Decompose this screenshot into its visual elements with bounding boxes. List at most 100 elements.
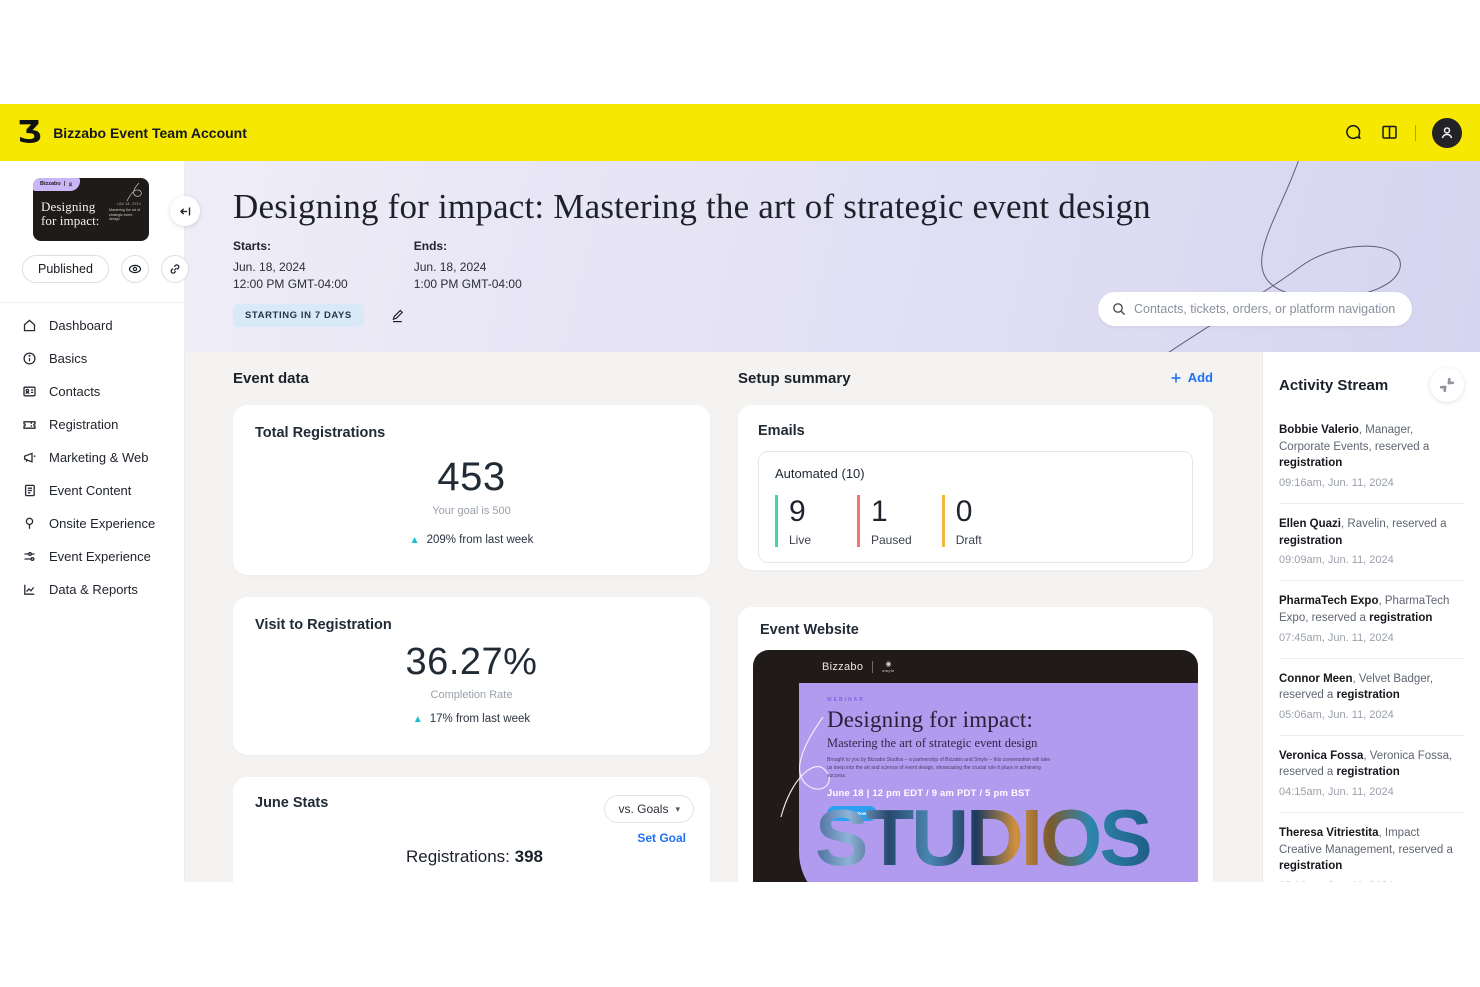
sidebar-item-marketing-web[interactable]: Marketing & Web bbox=[0, 441, 185, 474]
activity-entry: Bobbie Valerio, Manager, Corporate Event… bbox=[1279, 424, 1430, 490]
trend-up-icon: ▲ bbox=[412, 713, 423, 725]
sidebar-nav: Dashboard Basics Contacts Registration bbox=[0, 309, 185, 606]
status-badge: Published bbox=[22, 255, 109, 283]
trend-up-icon: ▲ bbox=[409, 534, 420, 546]
june-stats-card: June Stats vs. Goals ▾ Set Goal Registra… bbox=[233, 777, 710, 882]
activity-entry: Veronica Fossa, Veronica Fossa, reserved… bbox=[1279, 734, 1464, 812]
thumbnail-subtitle: Mastering the art of strategic event des… bbox=[109, 208, 140, 222]
event-header: Designing for impact: Mastering the art … bbox=[185, 161, 1480, 352]
emails-paused-stat: 1 Paused bbox=[857, 495, 912, 547]
preview-register-button: Register Now bbox=[827, 806, 877, 822]
sidebar-divider bbox=[0, 302, 185, 303]
topbar-actions bbox=[1343, 117, 1462, 148]
activity-entry: Theresa Vitriestita, Impact Creative Man… bbox=[1279, 812, 1464, 882]
book-icon[interactable] bbox=[1379, 123, 1399, 143]
dashboard-content: Event data Total Registrations 453 Your … bbox=[185, 352, 1262, 882]
sidebar-item-registration[interactable]: Registration bbox=[0, 408, 185, 441]
sidebar-item-data-reports[interactable]: Data & Reports bbox=[0, 573, 185, 606]
info-icon bbox=[23, 352, 36, 365]
preview-datetime: June 18 | 12 pm EDT / 9 am PDT / 5 pm BS… bbox=[827, 788, 1031, 800]
card-title: June Stats bbox=[255, 795, 329, 811]
chat-icon[interactable] bbox=[1343, 123, 1363, 143]
chart-icon bbox=[24, 584, 35, 595]
contact-card-icon bbox=[23, 386, 36, 397]
document-icon bbox=[24, 484, 35, 497]
sidebar-item-event-content[interactable]: Event Content bbox=[0, 474, 185, 507]
preview-brand: Bizzabo bbox=[822, 660, 864, 673]
preview-studios-art: STUDIOS bbox=[815, 793, 1153, 882]
preview-hero: WEBINAR Designing for impact: Mastering … bbox=[780, 683, 1198, 882]
page-title: Designing for impact: Mastering the art … bbox=[233, 187, 1151, 226]
registration-goal: Your goal is 500 bbox=[432, 505, 511, 517]
thumbnail-brand: Bizzabo bbox=[40, 181, 61, 187]
add-button[interactable]: Add bbox=[1170, 370, 1213, 385]
vs-goals-dropdown[interactable]: vs. Goals ▾ bbox=[604, 795, 694, 823]
activity-stream-panel: Activity Stream Bobbie Valerio, Manager,… bbox=[1262, 352, 1480, 882]
sliders-icon bbox=[24, 552, 35, 561]
emails-card: Emails Automated (10) 9 Live 1 Paus bbox=[738, 405, 1213, 570]
total-registrations-value: 453 bbox=[437, 455, 506, 499]
search-icon bbox=[1113, 303, 1126, 316]
section-title-setup-summary: Setup summary bbox=[738, 370, 851, 387]
sidebar-item-basics[interactable]: Basics bbox=[0, 342, 185, 375]
person-icon bbox=[68, 181, 73, 186]
search-input[interactable] bbox=[1134, 302, 1398, 316]
website-preview[interactable]: Bizzabo ◉ smyle WEBINAR bbox=[753, 650, 1198, 882]
preview-subheading: Mastering the art of strategic event des… bbox=[827, 736, 1038, 750]
june-registrations: Registrations: 398 bbox=[405, 847, 544, 866]
ticket-icon bbox=[23, 421, 36, 429]
automated-emails-title: Automated (10) bbox=[775, 466, 865, 481]
countdown-badge: STARTING IN 7 DAYS bbox=[233, 304, 364, 327]
copy-link-button[interactable] bbox=[160, 255, 189, 283]
activity-entry: Connor Meen, Velvet Badger, reserved a r… bbox=[1279, 657, 1464, 735]
activity-entry: PharmaTech Expo, PharmaTech Expo, reserv… bbox=[1279, 580, 1464, 657]
location-pin-icon bbox=[25, 517, 34, 529]
visit-to-registration-card: Visit to Registration 36.27% Completion … bbox=[233, 597, 710, 755]
card-title: Emails bbox=[758, 423, 805, 439]
thumbnail-title: Designing for impact: bbox=[41, 199, 100, 228]
preview-heading: Designing for impact: bbox=[827, 707, 1034, 732]
preview-webinar-tag: WEBINAR bbox=[827, 697, 865, 703]
starts-block: Starts: Jun. 18, 2024 12:00 PM GMT-04:00 bbox=[233, 239, 348, 292]
sidebar-item-dashboard[interactable]: Dashboard bbox=[0, 309, 185, 342]
completion-rate-value: 36.27% bbox=[405, 641, 538, 683]
event-dates: Starts: Jun. 18, 2024 12:00 PM GMT-04:00 … bbox=[233, 239, 522, 294]
topbar-divider bbox=[1415, 124, 1416, 141]
sidebar-item-onsite-experience[interactable]: Onsite Experience bbox=[0, 507, 185, 540]
user-avatar[interactable] bbox=[1432, 117, 1462, 148]
app-body: Bizzabo | Designing for impact: JUN 18, … bbox=[0, 161, 1480, 882]
thumbnail-date: JUN 18, 2024 bbox=[116, 202, 141, 206]
event-website-card: Event Website Bizzabo ◉ smyle bbox=[738, 607, 1213, 882]
preview-eye-button[interactable] bbox=[120, 255, 149, 283]
section-title-event-data: Event data bbox=[233, 370, 309, 387]
preview-navbar: Bizzabo ◉ smyle bbox=[753, 650, 1198, 683]
event-thumbnail[interactable]: Bizzabo | Designing for impact: JUN 18, … bbox=[33, 178, 149, 241]
card-title: Total Registrations bbox=[255, 425, 386, 441]
ends-block: Ends: Jun. 18, 2024 1:00 PM GMT-04:00 bbox=[413, 239, 522, 292]
sidebar-collapse-button[interactable] bbox=[170, 196, 200, 226]
plus-icon bbox=[1171, 373, 1181, 382]
bizzabo-logo-icon: Ʒ bbox=[17, 114, 42, 150]
event-data-column: Event data Total Registrations 453 Your … bbox=[233, 352, 710, 882]
thumbnail-swirl-decoration bbox=[126, 182, 142, 202]
thumbnail-brand-badge: Bizzabo | bbox=[33, 178, 81, 191]
total-registrations-card: Total Registrations 453 Your goal is 500… bbox=[233, 405, 710, 575]
thumbnail-divider: | bbox=[63, 181, 66, 187]
chevron-down-icon: ▾ bbox=[675, 803, 680, 814]
activity-entry: Ellen Quazi, Ravelin, reserved a registr… bbox=[1279, 502, 1464, 580]
automated-emails-box[interactable]: Automated (10) 9 Live 1 Paused bbox=[758, 451, 1193, 563]
sidebar-item-event-experience[interactable]: Event Experience bbox=[0, 540, 185, 573]
slack-icon bbox=[1439, 377, 1455, 393]
megaphone-icon bbox=[23, 452, 36, 463]
edit-dates-button[interactable] bbox=[390, 308, 406, 324]
slack-integration-button[interactable] bbox=[1430, 368, 1464, 402]
completion-rate-label: Completion Rate bbox=[430, 689, 513, 701]
set-goal-link[interactable]: Set Goal bbox=[637, 831, 686, 845]
hero-swirl-decoration bbox=[780, 717, 830, 817]
preview-navbar-divider bbox=[872, 660, 874, 673]
preview-partner-logo: ◉ smyle bbox=[882, 660, 895, 673]
account-title: Bizzabo Event Team Account bbox=[53, 124, 247, 141]
card-title: Visit to Registration bbox=[255, 617, 392, 633]
sidebar-item-contacts[interactable]: Contacts bbox=[0, 375, 185, 408]
